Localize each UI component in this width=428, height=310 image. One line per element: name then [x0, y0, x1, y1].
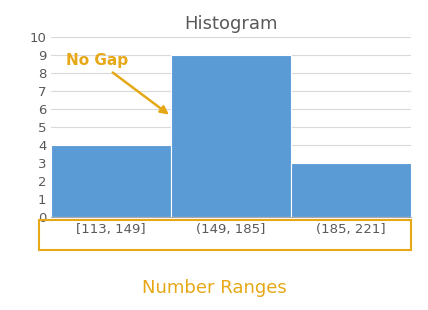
Bar [291, 163, 411, 217]
Bar [171, 55, 291, 217]
Bar [51, 145, 171, 217]
Text: Number Ranges: Number Ranges [142, 279, 286, 297]
Title: Histogram: Histogram [184, 15, 278, 33]
Text: No Gap: No Gap [66, 53, 167, 113]
